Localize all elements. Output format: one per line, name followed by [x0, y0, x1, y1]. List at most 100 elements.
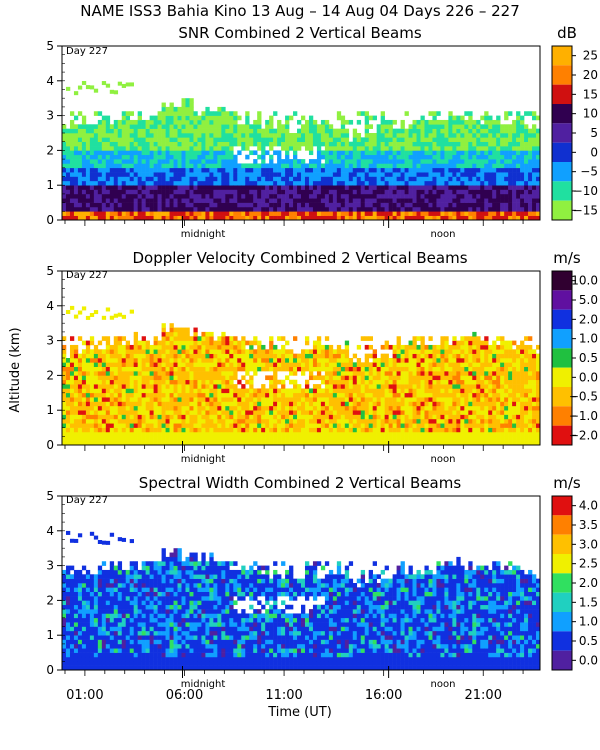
heatmap-cell	[81, 375, 87, 381]
heatmap-cell	[137, 133, 142, 138]
heatmap-cell	[221, 366, 226, 372]
heatmap-cell	[488, 137, 493, 142]
heatmap-cell	[392, 172, 397, 177]
heatmap-cell	[225, 193, 230, 199]
heatmap-cell	[173, 371, 178, 376]
heatmap-cell	[97, 141, 103, 147]
heatmap-cell	[133, 401, 138, 407]
heatmap-cell	[400, 410, 405, 415]
heatmap-cell	[500, 193, 505, 199]
heatmap-cell	[93, 384, 99, 389]
heatmap-cell	[352, 418, 358, 424]
heatmap-cell	[301, 349, 306, 354]
heatmap-cell	[253, 202, 258, 208]
heatmap-cell	[69, 167, 75, 173]
heatmap-cell	[225, 137, 230, 142]
heatmap-cell	[432, 176, 437, 182]
heatmap-cell	[117, 431, 123, 437]
heatmap-cell	[516, 193, 521, 199]
heatmap-cell	[177, 336, 182, 341]
heatmap-cell	[97, 137, 103, 142]
heatmap-cell	[336, 358, 342, 363]
heatmap-cell	[285, 397, 290, 402]
heatmap-cell	[476, 211, 481, 216]
heatmap-cell	[352, 401, 358, 407]
heatmap-cell	[520, 198, 525, 203]
heatmap-cell	[201, 198, 206, 203]
heatmap-cell	[205, 193, 210, 199]
heatmap-cell	[416, 198, 421, 203]
heatmap-cell	[404, 180, 409, 186]
heatmap-cell	[304, 180, 310, 186]
heatmap-cell	[316, 436, 322, 441]
heatmap-cell	[241, 193, 246, 199]
heatmap-cell	[109, 431, 115, 437]
heatmap-cell	[145, 427, 150, 433]
heatmap-cell	[420, 137, 425, 142]
heatmap-cell	[444, 137, 449, 142]
heatmap-cell	[277, 163, 282, 169]
heatmap-cell	[532, 115, 537, 121]
heatmap-cell	[125, 128, 131, 134]
heatmap-cell	[109, 315, 115, 320]
heatmap-cell	[233, 418, 238, 424]
heatmap-cell	[364, 405, 370, 411]
heatmap-cell	[488, 163, 493, 169]
heatmap-cell	[277, 392, 282, 398]
heatmap-cell	[141, 159, 146, 164]
heatmap-cell	[65, 309, 71, 314]
heatmap-cell	[336, 397, 342, 402]
heatmap-cell	[193, 405, 198, 411]
heatmap-cell	[492, 133, 497, 138]
heatmap-cell	[416, 397, 421, 402]
heatmap-cell	[209, 159, 214, 164]
heatmap-cell	[185, 215, 190, 221]
heatmap-cell	[376, 215, 381, 221]
heatmap-cell	[340, 353, 346, 359]
heatmap-cell	[85, 414, 91, 420]
heatmap-cell	[261, 401, 266, 407]
colorbar-swatch	[552, 162, 572, 182]
heatmap-cell	[320, 436, 326, 441]
heatmap-cell	[285, 150, 290, 156]
heatmap-cell	[185, 358, 190, 363]
heatmap-cell	[380, 431, 385, 437]
heatmap-cell	[336, 431, 342, 437]
heatmap-cell	[404, 185, 409, 190]
heatmap-cell	[388, 141, 393, 147]
heatmap-cell	[181, 180, 186, 186]
heatmap-cell	[141, 414, 146, 420]
heatmap-cell	[257, 115, 262, 121]
heatmap-cell	[62, 211, 67, 216]
heatmap-cell	[336, 375, 342, 381]
heatmap-cell	[368, 198, 373, 203]
heatmap-cell	[221, 115, 226, 121]
heatmap-cell	[340, 410, 346, 415]
heatmap-cell	[452, 133, 457, 138]
heatmap-cell	[109, 401, 115, 407]
heatmap-cell	[496, 133, 501, 138]
heatmap-cell	[137, 340, 142, 346]
heatmap-cell	[189, 106, 194, 112]
heatmap-cell	[408, 137, 413, 142]
heatmap-cell	[193, 141, 198, 147]
heatmap-cell	[297, 172, 302, 177]
heatmap-cell	[372, 202, 377, 208]
heatmap-cell	[93, 150, 99, 156]
heatmap-cell	[396, 405, 401, 411]
heatmap-cell	[173, 211, 178, 216]
heatmap-cell	[233, 215, 238, 221]
heatmap-cell	[404, 414, 409, 420]
heatmap-cell	[336, 384, 342, 389]
heatmap-cell	[197, 172, 202, 177]
heatmap-cell	[93, 401, 99, 407]
heatmap-cell	[109, 128, 115, 134]
heatmap-cell	[221, 137, 226, 142]
heatmap-cell	[436, 180, 441, 186]
heatmap-cell	[516, 146, 521, 151]
heatmap-cell	[396, 397, 401, 402]
heatmap-cell	[352, 154, 358, 160]
heatmap-cell	[185, 401, 190, 407]
heatmap-cell	[424, 172, 429, 177]
heatmap-cell	[352, 353, 358, 359]
